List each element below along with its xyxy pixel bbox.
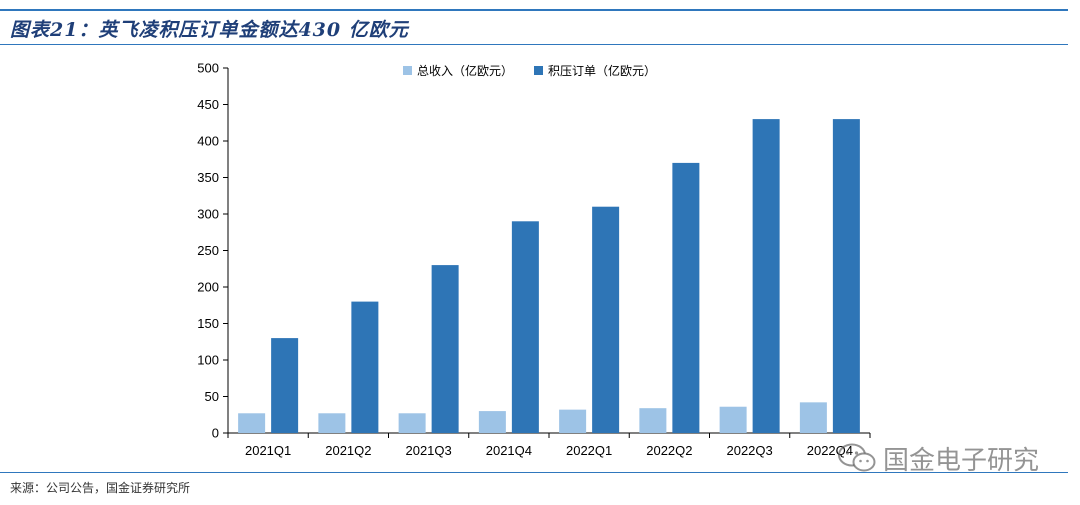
x-tick-label: 2022Q1: [566, 443, 612, 458]
chart-title: 图表21：英飞凌积压订单金额达430 亿欧元: [10, 19, 409, 41]
bar-backlog: [431, 265, 459, 433]
y-tick-label: 500: [197, 61, 219, 76]
source-rule: [0, 472, 1068, 473]
bar-revenue: [719, 406, 747, 433]
legend-label: 积压订单（亿欧元）: [548, 63, 656, 78]
x-tick-label: 2021Q1: [245, 443, 291, 458]
legend-label: 总收入（亿欧元）: [417, 63, 513, 78]
y-axis: 0 50 100 150 200 250 300 350 400 450 500: [197, 61, 229, 441]
y-tick-label: 200: [197, 280, 219, 295]
bar-revenue: [799, 402, 827, 433]
y-tick-label: 50: [205, 389, 219, 404]
x-tick-label: 2022Q3: [726, 443, 772, 458]
bar-revenue: [318, 413, 346, 433]
y-tick-label: 250: [197, 243, 219, 258]
y-tick-label: 100: [197, 353, 219, 368]
legend-swatch: [534, 66, 543, 75]
bar-backlog: [271, 338, 299, 433]
bar-revenue: [238, 413, 266, 433]
bar-backlog: [592, 206, 620, 433]
bar-backlog: [511, 221, 539, 433]
legend: 总收入（亿欧元） 积压订单（亿欧元）: [403, 63, 656, 78]
wechat-icon: [838, 443, 876, 472]
x-tick-label: 2021Q4: [486, 443, 532, 458]
title-rule: [0, 44, 1068, 45]
bar-backlog: [832, 119, 860, 433]
x-tick-label: 2022Q2: [646, 443, 692, 458]
y-tick-label: 400: [197, 134, 219, 149]
bar-revenue: [478, 411, 506, 433]
bar-backlog: [752, 119, 780, 433]
bar-backlog: [351, 301, 379, 433]
y-tick-label: 0: [212, 426, 219, 441]
x-tick-label: 2021Q2: [325, 443, 371, 458]
bar-revenue: [398, 413, 426, 433]
legend-item-backlog: 积压订单（亿欧元）: [534, 63, 656, 78]
watermark: 国金电子研究: [837, 440, 1039, 476]
y-tick-label: 350: [197, 170, 219, 185]
x-tick-label: 2021Q3: [405, 443, 451, 458]
source-note: 来源：公司公告，国金证券研究所: [10, 481, 191, 495]
legend-item-revenue: 总收入（亿欧元）: [403, 63, 513, 78]
watermark-text: 国金电子研究: [883, 445, 1040, 476]
legend-swatch: [403, 66, 412, 75]
x-axis: 2021Q1 2021Q2 2021Q3 2021Q4 2022Q1 2022Q2 2022…: [227, 432, 871, 458]
y-tick-label: 450: [197, 97, 219, 112]
bar-backlog: [672, 162, 700, 433]
bar-revenue: [639, 408, 667, 433]
bar-revenue: [559, 409, 587, 433]
bars: [238, 119, 860, 433]
x-tick-label: 2022Q4: [807, 443, 853, 458]
top-rule: [0, 9, 1068, 11]
y-tick-label: 300: [197, 207, 219, 222]
y-tick-label: 150: [197, 316, 219, 331]
